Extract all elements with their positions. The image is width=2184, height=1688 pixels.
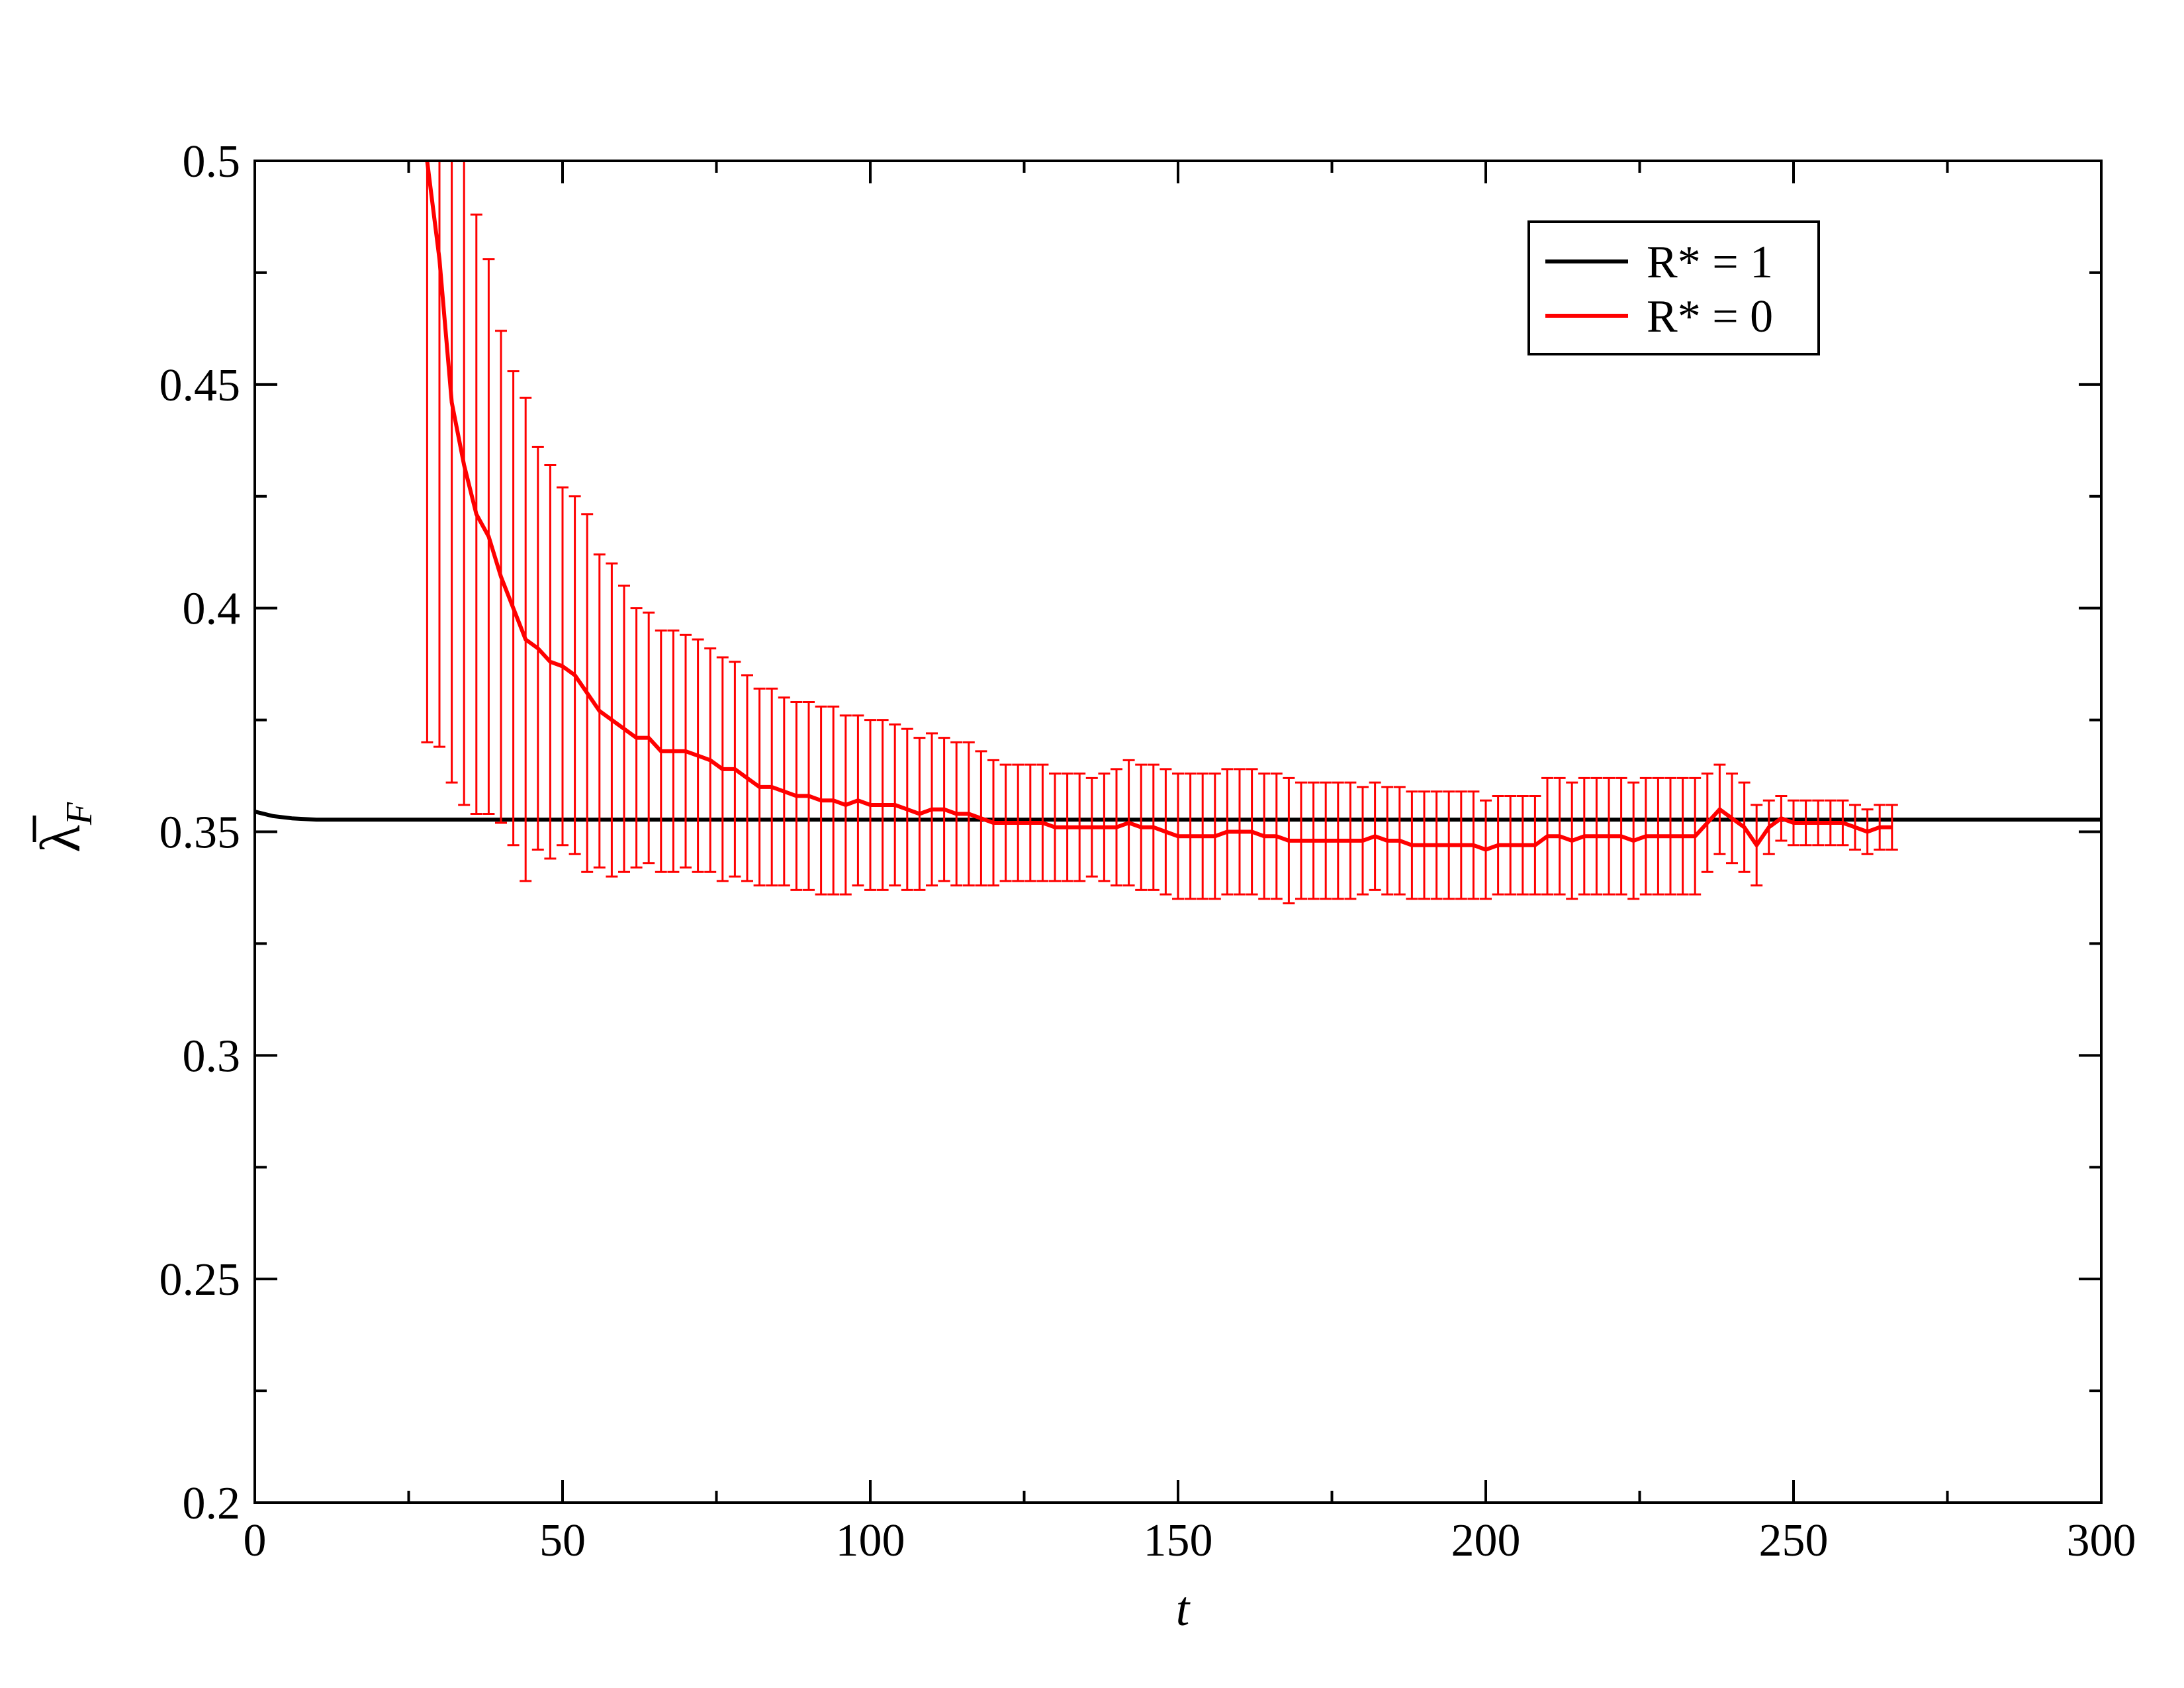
series-line [425,161,1892,852]
y-tick-label: 0.25 [159,1254,241,1305]
y-tick-label: 0.4 [183,584,241,635]
legend-box [1527,220,1820,355]
legend-label: R* = 0 [1647,291,1773,342]
y-tick-label: 0.45 [159,360,241,411]
x-tick-label: 0 [244,1515,267,1566]
y-axis-title-sub: F [59,802,100,825]
svg-text:λF: λF [28,802,100,853]
legend-label: R* = 1 [1647,237,1773,288]
x-tick-label: 300 [2067,1515,2136,1566]
x-axis-title: t [1176,1582,1191,1636]
y-axis-title: λF [28,802,100,853]
y-tick-label: 0.35 [159,808,241,859]
y-tick-label: 0.5 [183,136,241,187]
series-1 [421,161,1898,905]
x-tick-label: 250 [1759,1515,1829,1566]
y-tick-label: 0.2 [183,1478,241,1529]
y-axis-title-main: λ [28,825,92,853]
x-tick-label: 200 [1451,1515,1521,1566]
x-tick-label: 150 [1144,1515,1213,1566]
y-tick-label: 0.3 [183,1031,241,1082]
tick-layer [253,160,2103,1504]
legend: R* = 1R* = 0 [1527,220,1820,355]
x-tick-label: 100 [836,1515,905,1566]
series-layer [255,161,2101,905]
x-tick-label: 50 [539,1515,586,1566]
label-layer: t λF 0 50 100 150 200 250 300 0.2 0.25 0.3 0.35 0.4… [28,136,2136,1636]
